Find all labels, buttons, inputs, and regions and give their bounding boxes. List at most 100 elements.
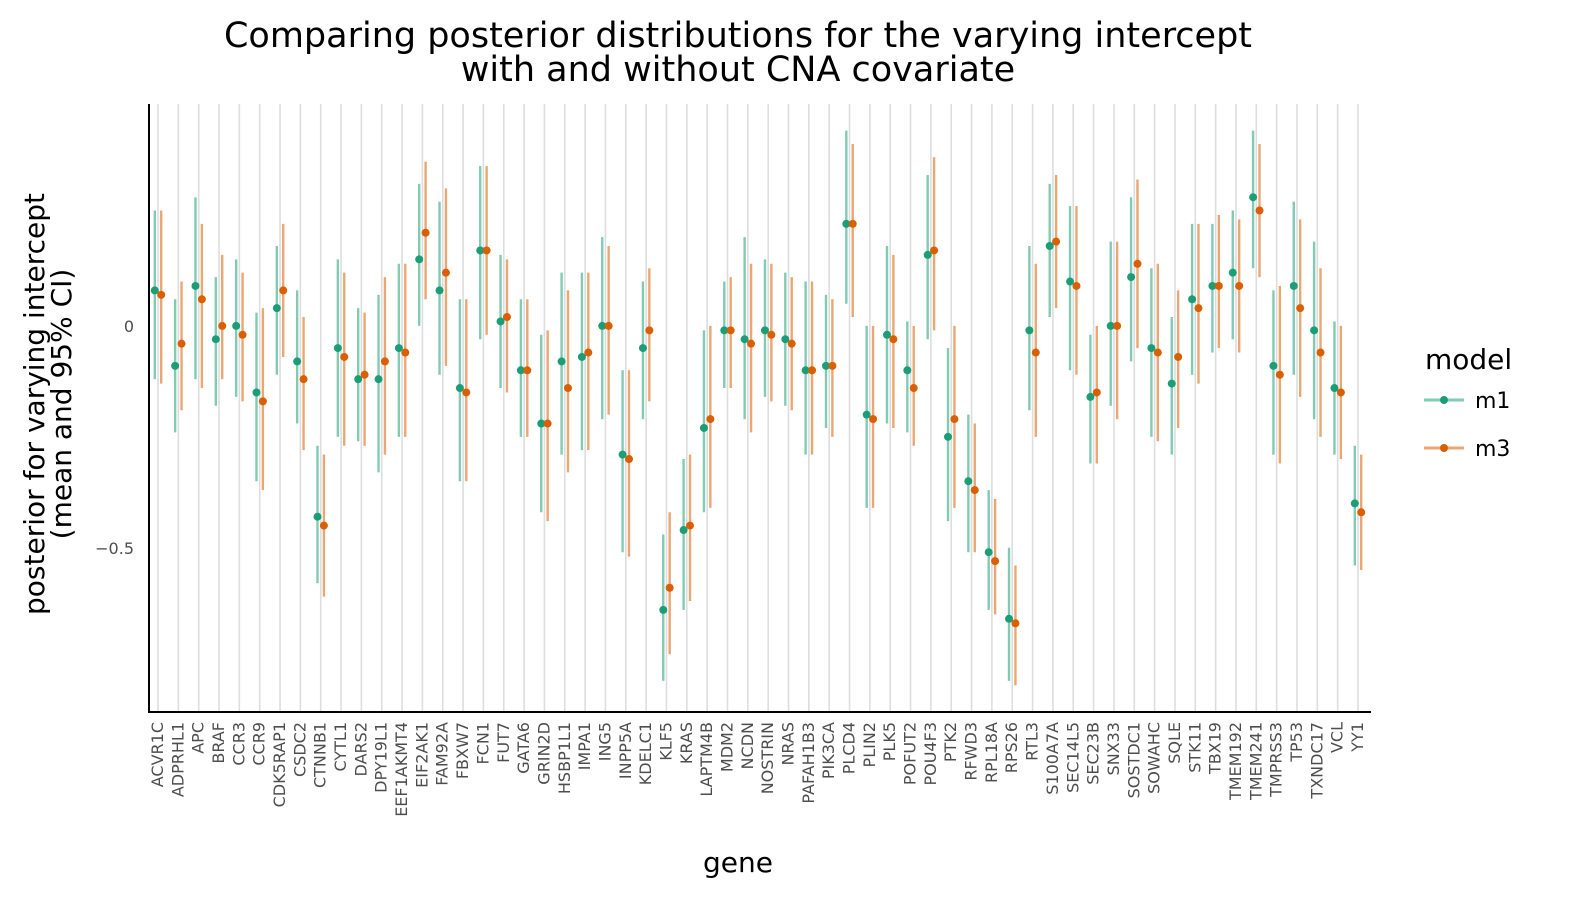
point-m1-s100a7a [1045,242,1054,251]
credible-interval-ranges [153,130,1363,686]
y-axis-title-line-1: posterior for varying intercept [18,193,51,615]
point-m1-impa1 [577,352,586,361]
x-tick-label-stk11: STK11 [1185,722,1204,773]
posterior-mean-points [150,193,1366,628]
x-tick-label-rpl18a: RPL18A [982,722,1001,783]
vertical-gridlines [157,104,1359,712]
point-m1-grin2d [537,419,546,428]
point-m3-rtl3 [1031,348,1040,357]
point-m3-mdm2 [726,326,735,335]
x-tick-label-ncdn: NCDN [738,722,757,769]
x-tick-label-grin2d: GRIN2D [534,722,553,785]
legend-label-m3: m3 [1475,437,1510,462]
point-m3-kdelc1 [645,326,654,335]
point-m3-acvr1c [157,290,166,299]
point-m1-sec23b [1086,392,1095,401]
point-m3-braf [218,321,227,330]
point-m3-sowahc [1153,348,1162,357]
point-m3-pafah1b3 [808,366,817,375]
x-tick-label-tmem192: TMEM192 [1226,722,1245,801]
point-m3-fbxw7 [462,388,471,397]
chart-title-line-2: with and without CNA covariate [461,50,1015,90]
point-m3-pofut2 [909,384,918,393]
x-tick-label-csdc2: CSDC2 [290,722,309,777]
x-tick-label-impa1: IMPA1 [575,722,594,770]
point-m3-ctnnb1 [319,521,328,530]
point-m1-pofut2 [903,366,912,375]
x-tick-label-ccr3: CCR3 [229,722,248,766]
point-m1-rpl18a [984,548,993,557]
point-m3-inpp5a [624,455,633,464]
point-m1-fam92a [435,286,444,295]
point-m1-vcl [1330,384,1339,393]
x-tick-label-tmem241: TMEM241 [1246,722,1265,801]
point-m1-nras [781,335,790,344]
point-m1-laptm4b [699,423,708,432]
point-m3-gata6 [523,366,532,375]
point-m1-hsbp1l1 [557,357,566,366]
point-m1-ctnnb1 [313,512,322,521]
x-tick-label-cytl1: CYTL1 [331,722,350,772]
x-tick-label-sec14l5: SEC14L5 [1063,722,1082,793]
x-tick-label-vcl: VCL [1328,722,1347,753]
x-tick-label-braf: BRAF [209,722,228,764]
point-m1-pou4f3 [923,250,932,259]
point-m3-tmem241 [1255,206,1264,215]
x-tick-label-fam92a: FAM92A [433,722,452,786]
x-tick-label-adprhl1: ADPRHL1 [168,722,187,797]
point-m1-tbx19 [1208,281,1217,290]
point-m1-stk11 [1188,295,1197,304]
point-m3-dpy19l1 [380,357,389,366]
x-tick-label-snx33: SNX33 [1104,722,1123,775]
legend-key-point-m3 [1440,444,1448,452]
point-m1-cytl1 [333,344,342,353]
point-m1-acvr1c [150,286,159,295]
point-m3-ccr3 [238,330,247,339]
x-tick-label-hsbp1l1: HSBP1L1 [555,722,574,794]
point-m1-nostrin [760,326,769,335]
x-tick-label-pik3ca: PIK3CA [819,722,838,779]
point-m1-pafah1b3 [801,366,810,375]
point-m1-ccr3 [232,321,241,330]
point-m1-inpp5a [618,450,627,459]
point-m1-fbxw7 [455,384,464,393]
point-m3-ccr9 [258,397,267,406]
point-m1-fut7 [496,317,505,326]
x-tick-label-pofut2: POFUT2 [901,722,920,785]
x-tick-label-rps26: RPS26 [1002,722,1021,773]
point-m3-pik3ca [828,361,837,370]
point-m3-csdc2 [299,375,308,384]
point-m3-sec23b [1092,388,1101,397]
point-m3-eif2ak1 [421,228,430,237]
point-m1-braf [211,335,220,344]
x-tick-label-sostdc1: SOSTDC1 [1124,722,1143,798]
x-tick-label-eif2ak1: EIF2AK1 [412,722,431,788]
point-m1-cdk5rap1 [272,304,281,313]
point-m3-sqle [1174,352,1183,361]
x-tick-label-dars2: DARS2 [351,722,370,776]
point-m1-sqle [1167,379,1176,388]
point-m3-hsbp1l1 [563,384,572,393]
x-tick-label-dpy19l1: DPY19L1 [372,722,391,793]
point-m1-eef1akmt4 [394,344,403,353]
point-m1-eif2ak1 [415,255,424,264]
point-m3-cdk5rap1 [279,286,288,295]
x-tick-label-pou4f3: POU4F3 [921,722,940,786]
point-m1-tp53 [1289,281,1298,290]
x-tick-label-mdm2: MDM2 [717,722,736,772]
point-m3-stk11 [1194,304,1203,313]
point-m3-apc [197,295,206,304]
x-tick-label-rfwd3: RFWD3 [962,722,981,781]
x-tick-label-ptk2: PTK2 [941,722,960,762]
point-m1-fcn1 [476,246,485,255]
point-m1-sowahc [1147,344,1156,353]
point-m3-rpl18a [991,557,1000,566]
point-m1-gata6 [516,366,525,375]
point-m1-ing5 [598,321,607,330]
x-tick-label-plin2: PLIN2 [860,722,879,767]
x-tick-label-ing5: ING5 [595,722,614,761]
point-m1-klf5 [659,605,668,614]
point-m1-kras [679,526,688,535]
point-m3-pou4f3 [930,246,939,255]
